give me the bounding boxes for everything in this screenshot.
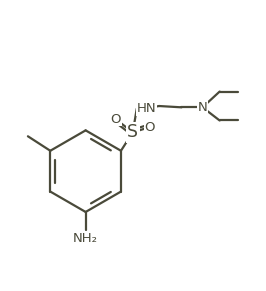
Text: O: O	[145, 120, 155, 134]
Text: HN: HN	[137, 102, 156, 115]
Text: S: S	[127, 123, 138, 141]
Text: NH₂: NH₂	[73, 232, 98, 245]
Text: O: O	[110, 113, 121, 126]
Text: N: N	[198, 101, 207, 114]
